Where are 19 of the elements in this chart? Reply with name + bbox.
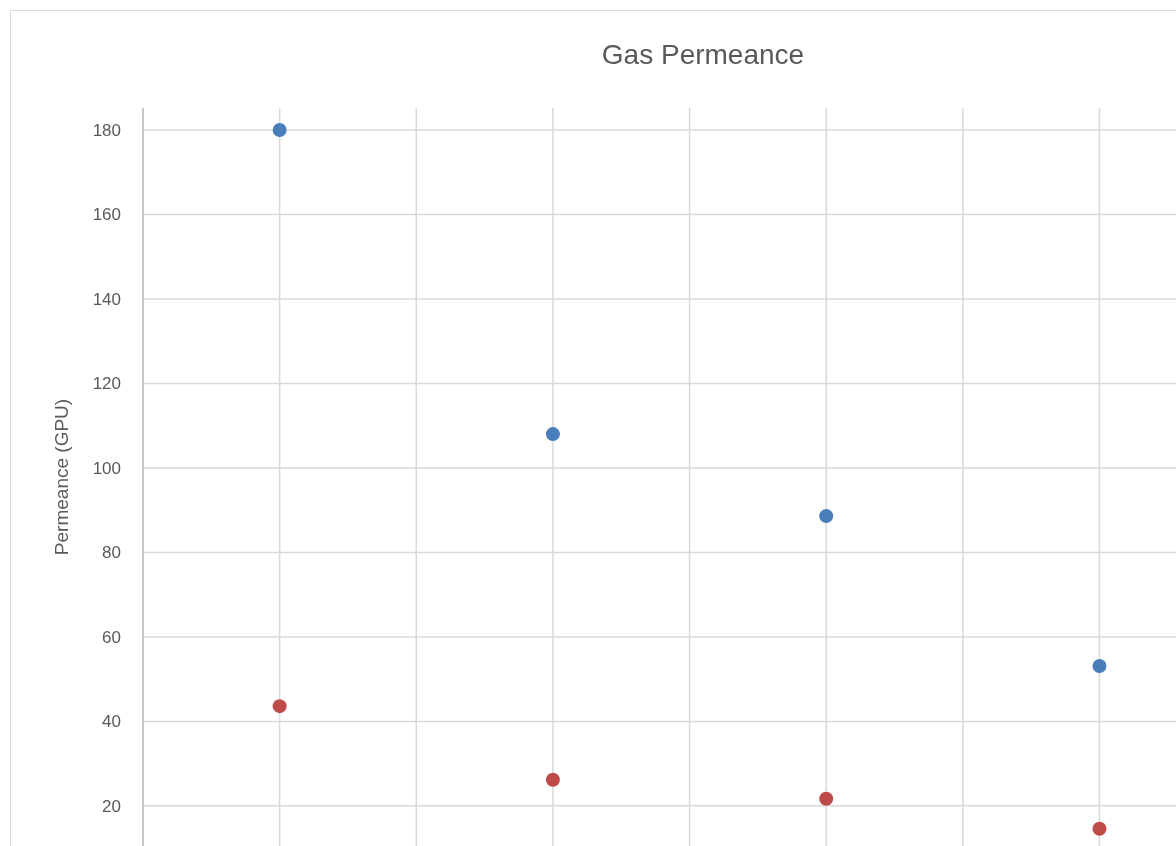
point xyxy=(819,509,834,524)
y-tick-label: 160 xyxy=(92,205,121,225)
y-tick-label: 80 xyxy=(102,543,121,563)
y-tick-label: 140 xyxy=(92,289,121,309)
y-tick-label: 20 xyxy=(102,796,121,816)
y-tick-label: 120 xyxy=(92,374,121,394)
point xyxy=(545,427,560,442)
point xyxy=(545,772,560,787)
point xyxy=(1092,821,1107,836)
y-tick-label: 60 xyxy=(102,627,121,647)
point xyxy=(1092,659,1107,674)
point xyxy=(272,699,287,714)
y-tick-label: 100 xyxy=(92,458,121,478)
y-tick-label: 40 xyxy=(102,712,121,732)
y-tick-label: 180 xyxy=(92,120,121,140)
chart-title: Gas Permeance xyxy=(601,39,805,70)
point xyxy=(272,122,287,137)
y-axis-title: Permeance (GPU) xyxy=(51,398,72,556)
point xyxy=(819,791,834,806)
